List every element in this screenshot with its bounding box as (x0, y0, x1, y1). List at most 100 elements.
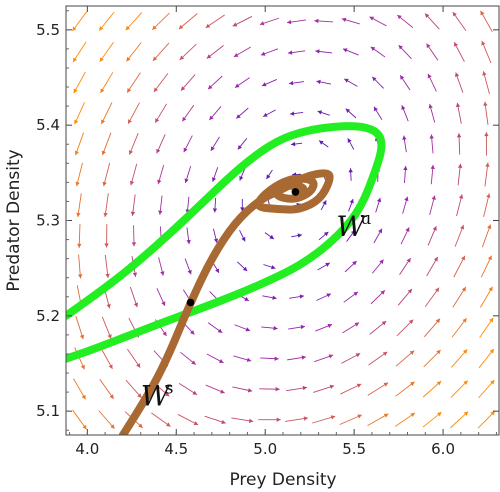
vector-arrowhead (212, 208, 218, 213)
vector-arrowhead (104, 243, 109, 248)
vector-arrowhead (383, 382, 389, 387)
vector-arrow (100, 102, 113, 125)
vector-arrowhead (481, 40, 486, 46)
vector-arrowhead (397, 15, 402, 20)
vector-arrowhead (162, 331, 167, 337)
vector-arrowhead (183, 147, 188, 153)
axis-ticks: 4.0 4.5 5.0 5.5 6.0 5.1 5.2 5.3 5.4 5.5 (36, 6, 499, 458)
vector-arrowhead (136, 363, 141, 368)
vector-arrowhead (287, 19, 292, 25)
vector-arrowhead (410, 412, 415, 417)
vector-arrowhead (383, 413, 389, 418)
vector-arrowhead (99, 57, 104, 62)
vector-arrowhead (156, 148, 161, 154)
vector-arrowhead (452, 12, 457, 17)
vector-arrowhead (373, 106, 378, 112)
vector-arrowhead (457, 163, 463, 168)
vector-arrowhead (480, 10, 485, 16)
vector-arrowhead (402, 135, 407, 140)
vector-arrowhead (276, 417, 281, 422)
vector-arrowhead (486, 193, 491, 198)
vector-arrowhead (73, 88, 78, 94)
vector-arrowhead (376, 197, 382, 203)
vector-arrow (339, 414, 362, 425)
vector-arrowhead (289, 80, 294, 86)
vector-arrowhead (428, 104, 433, 109)
vector-arrowhead (78, 274, 83, 279)
vector-arrowhead (369, 16, 375, 21)
vector-arrowhead (191, 360, 196, 365)
x-tick-label: 4.0 (75, 440, 99, 458)
vector-arrowhead (186, 239, 191, 245)
vector-arrowhead (485, 162, 490, 167)
vector-arrowhead (323, 231, 329, 237)
vector-arrowhead (345, 108, 351, 113)
vector-arrowhead (483, 101, 488, 106)
vector-arrowhead (102, 181, 107, 187)
equilibrium-point (291, 188, 300, 196)
vector-arrowhead (315, 49, 320, 54)
vector-arrowhead (350, 230, 356, 235)
y-tick-label: 5.1 (36, 402, 60, 420)
vector-arrowhead (107, 334, 112, 339)
vector-arrowhead (152, 25, 157, 30)
vector-arrowhead (319, 140, 324, 145)
vector-arrowhead (233, 52, 239, 57)
vector-arrowhead (99, 26, 104, 31)
vector-arrowhead (454, 42, 459, 47)
vector-arrowhead (330, 415, 336, 420)
vector-arrowhead (72, 26, 77, 31)
vector-arrow (481, 224, 491, 248)
vector-arrowhead (291, 141, 296, 147)
vector-arrowhead (106, 303, 111, 309)
vector-arrow (152, 42, 170, 62)
manifold-label-u: W (336, 210, 367, 243)
vector-arrow (98, 410, 115, 430)
vector-arrowhead (110, 424, 115, 429)
vector-arrowhead (462, 349, 468, 354)
vector-arrowhead (303, 416, 308, 421)
y-axis-label: Predator Density (4, 149, 24, 291)
vector-arrowhead (382, 351, 388, 356)
vector-arrowhead (210, 146, 215, 151)
vector-arrowhead (432, 226, 437, 231)
vector-arrowhead (454, 72, 460, 78)
x-tick-label: 6.0 (431, 440, 455, 458)
manifold-label-superscript: u (360, 209, 371, 229)
vector-arrowhead (489, 348, 494, 354)
vector-arrow (479, 317, 494, 338)
vector-arrowhead (208, 84, 213, 90)
vector-arrowhead (187, 269, 192, 275)
vector-arrowhead (316, 79, 321, 85)
vector-arrowhead (431, 195, 436, 200)
vector-arrowhead (75, 181, 80, 187)
vector-arrowhead (400, 75, 405, 80)
vector-arrowhead (429, 134, 434, 139)
vector-arrowhead (161, 301, 166, 306)
vector-arrowhead (128, 150, 133, 155)
x-tick-label: 5.5 (342, 440, 366, 458)
vector-arrowhead (290, 111, 295, 116)
vector-arrowhead (105, 273, 110, 278)
vector-arrowhead (348, 168, 353, 173)
vector-arrowhead (129, 180, 135, 186)
vector-arrowhead (180, 86, 186, 91)
manifold-label-s: W (141, 379, 172, 412)
y-tick-label: 5.3 (36, 212, 60, 230)
vector-arrowhead (209, 115, 214, 121)
y-tick-label: 5.2 (36, 307, 60, 325)
vector-arrowhead (488, 286, 493, 292)
vector-arrowhead (82, 424, 87, 430)
manifold-label-superscript: s (165, 378, 174, 398)
vector-arrowhead (461, 255, 465, 261)
vector-arrowhead (166, 422, 171, 427)
vector-arrowhead (153, 87, 159, 92)
vector-arrowhead (266, 174, 271, 180)
vector-arrowhead (211, 177, 217, 182)
manifold-curves (66, 122, 386, 435)
vector-arrowhead (380, 290, 385, 295)
vector-arrowhead (341, 17, 347, 22)
vector-arrowhead (297, 233, 302, 238)
vector-arrowhead (407, 288, 412, 294)
